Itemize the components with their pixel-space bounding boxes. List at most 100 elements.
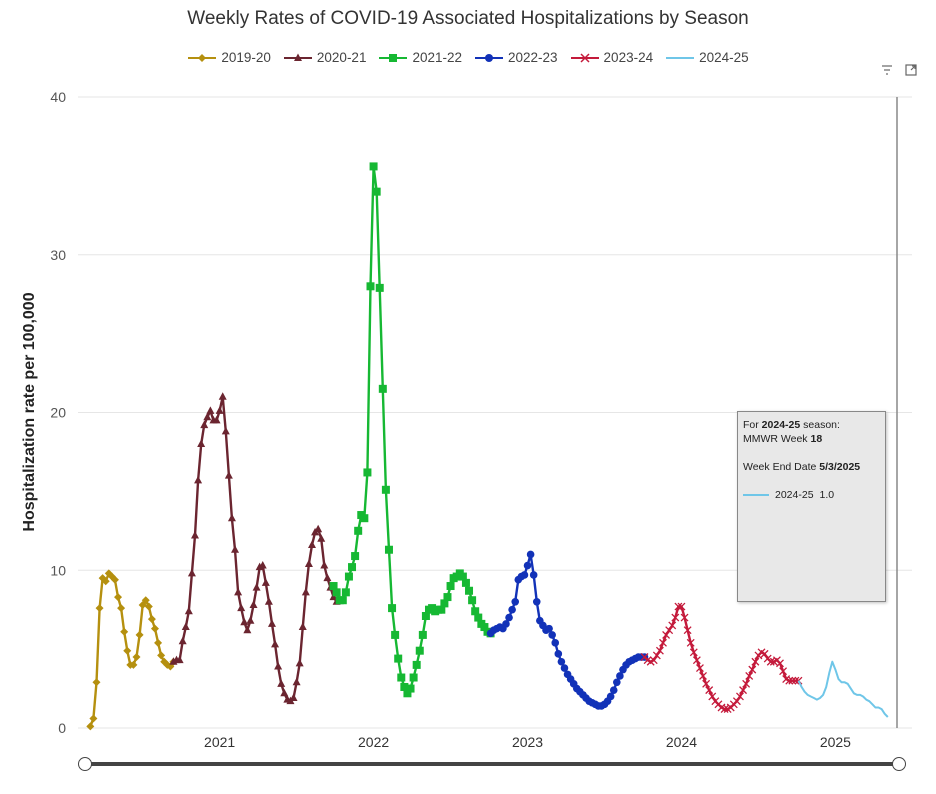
- data-point-2022-23: [502, 620, 510, 628]
- data-point-2021-22: [418, 630, 427, 639]
- series-line-2021-22: [332, 165, 492, 695]
- data-point-2022-23: [511, 598, 520, 606]
- data-point-2022-23: [557, 657, 566, 666]
- data-point-2022-23: [532, 598, 541, 606]
- data-point-2020-21: [292, 677, 301, 686]
- data-point-2023-24: [689, 648, 698, 657]
- y-tick-label: 10: [50, 562, 66, 578]
- legend-swatch-2024-25: [666, 56, 695, 59]
- data-point-2022-23: [554, 650, 563, 658]
- data-point-2021-22: [348, 563, 357, 572]
- data-point-2021-22: [480, 623, 489, 632]
- data-point-2020-21: [320, 561, 329, 569]
- data-point-2020-21: [187, 568, 196, 577]
- legend-item-2024-25[interactable]: 2024-25: [665, 50, 749, 65]
- data-point-2022-23: [508, 605, 516, 614]
- data-point-2020-21: [184, 606, 193, 615]
- data-point-2023-24: [766, 657, 775, 666]
- data-point-2023-24: [745, 671, 754, 680]
- legend-item-2020-21[interactable]: 2020-21: [283, 50, 366, 65]
- data-point-2019-20: [120, 627, 129, 636]
- chart-title: Weekly Rates of COVID-19 Associated Hosp…: [187, 8, 749, 29]
- data-point-2023-24: [677, 602, 686, 611]
- data-point-2021-22: [344, 572, 353, 581]
- legend-swatch-2020-21: [283, 53, 312, 61]
- data-point-2022-23: [613, 678, 621, 687]
- data-point-2020-21: [206, 406, 215, 414]
- legend-item-2019-20[interactable]: 2019-20: [187, 50, 271, 65]
- data-point-2023-24: [705, 686, 714, 695]
- data-point-2019-20: [117, 604, 126, 613]
- data-point-2020-21: [261, 578, 270, 586]
- data-point-2023-24: [794, 676, 803, 685]
- data-point-2020-21: [215, 406, 224, 414]
- data-point-2020-21: [234, 587, 243, 596]
- data-point-2023-24: [649, 656, 658, 665]
- legend-item-2023-24[interactable]: 2023-24: [570, 50, 653, 65]
- data-point-2021-22: [366, 282, 375, 291]
- data-point-2019-20: [86, 722, 95, 731]
- data-point-2021-22: [394, 654, 403, 663]
- data-point-2020-21: [246, 616, 255, 624]
- data-point-2021-22: [372, 187, 381, 196]
- data-point-2020-21: [304, 559, 313, 567]
- data-point-2023-24: [692, 656, 701, 665]
- data-point-2019-20: [135, 630, 144, 639]
- series-line-2019-20: [89, 572, 175, 727]
- data-point-2020-21: [240, 617, 249, 626]
- data-point-2019-20: [129, 660, 138, 669]
- data-point-2021-22: [412, 660, 421, 669]
- data-point-2020-21: [267, 619, 276, 627]
- tooltip-suffix: season:: [800, 419, 840, 431]
- data-point-2023-24: [732, 697, 741, 706]
- data-point-2019-20: [110, 575, 119, 584]
- data-point-2021-22: [397, 673, 406, 682]
- y-tick-label: 40: [50, 89, 66, 105]
- data-point-2020-21: [274, 661, 283, 670]
- legend-item-2022-23[interactable]: 2022-23: [474, 50, 558, 65]
- data-point-2020-21: [280, 688, 289, 697]
- data-point-2023-24: [748, 665, 757, 674]
- data-point-2021-22: [409, 673, 418, 682]
- data-point-2021-22: [474, 613, 483, 622]
- range-slider-start-handle[interactable]: [78, 757, 92, 771]
- data-point-2022-23: [616, 672, 624, 680]
- data-point-2021-22: [415, 646, 424, 655]
- data-point-2022-23: [523, 561, 532, 570]
- data-point-2022-23: [609, 686, 618, 694]
- legend-item-2021-22[interactable]: 2021-22: [378, 50, 462, 65]
- data-point-2020-21: [218, 392, 227, 400]
- data-point-2019-20: [114, 593, 123, 602]
- range-slider-end-handle[interactable]: [892, 757, 906, 771]
- data-point-2021-22: [388, 604, 397, 613]
- expand-icon[interactable]: [904, 63, 918, 77]
- data-point-2021-22: [381, 485, 390, 494]
- data-point-2021-22: [341, 588, 350, 597]
- data-point-2023-24: [652, 651, 661, 660]
- data-point-2019-20: [144, 602, 153, 611]
- legend-label: 2022-23: [508, 50, 558, 65]
- data-point-2023-24: [708, 692, 717, 701]
- data-point-2020-21: [175, 655, 184, 664]
- legend-label: 2021-22: [412, 50, 462, 65]
- data-point-2019-20: [154, 638, 163, 647]
- data-point-2023-24: [699, 671, 707, 680]
- tooltip-series-value: 1.0: [819, 489, 835, 501]
- data-point-2019-20: [150, 624, 159, 633]
- data-point-2019-20: [95, 604, 104, 613]
- data-point-2021-22: [443, 593, 452, 602]
- range-slider-track[interactable]: [84, 762, 899, 766]
- data-point-2020-21: [221, 426, 230, 435]
- data-point-2022-23: [560, 664, 569, 672]
- data-point-2020-21: [197, 439, 206, 448]
- x-tick-label: 2024: [666, 734, 697, 750]
- legend-swatch-2021-22: [379, 53, 408, 62]
- data-point-2020-21: [252, 583, 261, 591]
- data-point-2023-24: [668, 621, 677, 630]
- legend-swatch-2019-20: [188, 53, 217, 62]
- series-line-2020-21: [172, 395, 338, 703]
- data-point-2023-24: [702, 679, 711, 688]
- filter-icon[interactable]: [880, 63, 894, 77]
- data-point-2022-23: [529, 571, 538, 579]
